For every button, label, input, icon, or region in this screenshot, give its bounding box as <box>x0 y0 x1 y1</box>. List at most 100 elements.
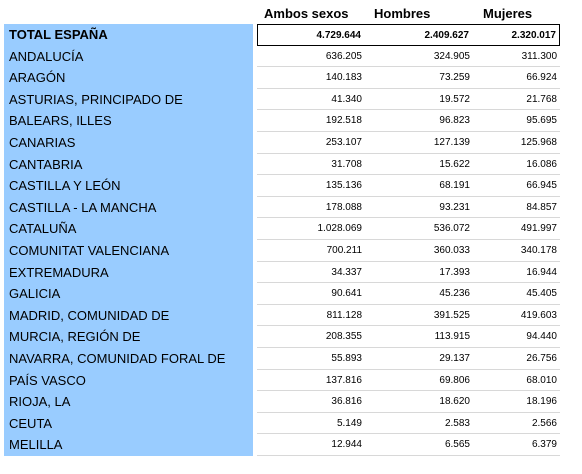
table-row: MELILLA 12.944 6.565 6.379 <box>4 434 560 456</box>
table-row: RIOJA, LA 36.816 18.620 18.196 <box>4 391 560 413</box>
value-ambos: 41.340 <box>331 93 362 105</box>
table-row: CASTILLA - LA MANCHA 178.088 93.231 84.857 <box>4 196 560 219</box>
value-hombres: 45.236 <box>439 288 470 300</box>
value-ambos: 1.028.069 <box>317 223 363 235</box>
region-name: ANDALUCÍA <box>4 45 253 68</box>
table-row: NAVARRA, COMUNIDAD FORAL DE 55.893 29.137 2… <box>4 347 560 370</box>
value-mujeres: 16.944 <box>526 266 557 278</box>
region-name: CATALUÑA <box>4 218 253 240</box>
header-mujeres: Mujeres <box>483 6 533 21</box>
region-name: BALEARS, ILLES <box>4 110 253 132</box>
region-name: CANARIAS <box>4 131 253 154</box>
value-cells: 41.340 19.572 21.768 <box>257 89 560 111</box>
value-ambos: 34.337 <box>331 266 362 278</box>
value-mujeres: 21.768 <box>526 93 557 105</box>
value-ambos: 140.183 <box>325 72 362 84</box>
region-name: MADRID, COMUNIDAD DE <box>4 304 253 327</box>
table-row: CANTABRIA 31.708 15.622 16.086 <box>4 153 560 176</box>
value-hombres: 127.139 <box>433 136 470 148</box>
region-name: CANTABRIA <box>4 153 253 176</box>
value-cells: 178.088 93.231 84.857 <box>257 197 560 219</box>
value-mujeres: 45.405 <box>526 288 557 300</box>
value-cells: 5.149 2.583 2.566 <box>257 413 560 435</box>
region-name: MELILLA <box>4 434 253 456</box>
value-ambos: 811.128 <box>326 309 362 321</box>
region-name: CEUTA <box>4 412 253 435</box>
value-hombres: 68.191 <box>439 180 470 192</box>
value-hombres: 93.231 <box>439 201 470 213</box>
value-ambos: 5.149 <box>336 417 362 429</box>
value-mujeres: 68.010 <box>526 374 557 386</box>
value-hombres: 18.620 <box>439 396 470 408</box>
table-row: EXTREMADURA 34.337 17.393 16.944 <box>4 261 560 284</box>
region-name: COMUNITAT VALENCIANA <box>4 239 253 262</box>
table-row: CASTILLA Y LEÓN 135.136 68.191 66.945 <box>4 175 560 197</box>
value-ambos: 700.211 <box>326 244 362 256</box>
value-cells: 12.944 6.565 6.379 <box>257 434 560 456</box>
value-mujeres: 66.924 <box>526 72 557 84</box>
header-hombres: Hombres <box>374 6 431 21</box>
value-mujeres: 6.379 <box>531 439 557 451</box>
value-cells: 137.816 69.806 68.010 <box>257 370 560 392</box>
region-name: EXTREMADURA <box>4 261 253 284</box>
value-hombres: 360.033 <box>433 244 470 256</box>
value-ambos: 36.816 <box>331 396 362 408</box>
value-ambos: 12.944 <box>331 439 362 451</box>
value-cells: 636.205 324.905 311.300 <box>257 46 560 68</box>
region-name: ASTURIAS, PRINCIPADO DE <box>4 88 253 111</box>
region-name: NAVARRA, COMUNIDAD FORAL DE <box>4 347 253 370</box>
value-mujeres: 311.300 <box>521 50 557 62</box>
table-row: ASTURIAS, PRINCIPADO DE 41.340 19.572 21.76… <box>4 88 560 111</box>
value-hombres: 2.583 <box>444 417 470 429</box>
value-cells: 1.028.069 536.072 491.997 <box>257 218 560 240</box>
value-ambos: 137.816 <box>325 374 362 386</box>
value-mujeres: 18.196 <box>526 396 557 408</box>
value-mujeres: 419.603 <box>520 309 557 321</box>
value-ambos: 135.136 <box>325 180 362 192</box>
header-ambos-sexos: Ambos sexos <box>264 6 349 21</box>
value-cells: 90.641 45.236 45.405 <box>257 283 560 305</box>
table-row: MADRID, COMUNIDAD DE 811.128 391.525 419.60… <box>4 304 560 327</box>
table-row: ANDALUCÍA 636.205 324.905 311.300 <box>4 45 560 68</box>
table-row: GALICIA 90.641 45.236 45.405 <box>4 283 560 305</box>
value-cells: 31.708 15.622 16.086 <box>257 154 560 176</box>
table-row: CANARIAS 253.107 127.139 125.968 <box>4 131 560 154</box>
value-hombres: 96.823 <box>439 115 470 127</box>
value-mujeres: 340.178 <box>520 244 557 256</box>
table-row: ARAGÓN 140.183 73.259 66.924 <box>4 67 560 89</box>
value-ambos: 55.893 <box>331 352 362 364</box>
value-hombres: 19.572 <box>439 93 470 105</box>
value-mujeres: 84.857 <box>526 201 557 213</box>
value-mujeres: 66.945 <box>526 180 557 192</box>
value-ambos: 636.205 <box>325 50 362 62</box>
value-mujeres: 95.695 <box>526 115 557 127</box>
region-name: GALICIA <box>4 283 253 305</box>
value-hombres: 15.622 <box>439 158 470 170</box>
value-cells: 700.211 360.033 340.178 <box>257 240 560 262</box>
table-row: CEUTA 5.149 2.583 2.566 <box>4 412 560 435</box>
value-mujeres: 125.968 <box>520 136 557 148</box>
table-row: CATALUÑA 1.028.069 536.072 491.997 <box>4 218 560 240</box>
value-hombres: 536.072 <box>433 223 470 235</box>
value-mujeres: 2.566 <box>531 417 557 429</box>
value-cells: 140.183 73.259 66.924 <box>257 67 560 89</box>
value-ambos: 192.518 <box>325 115 362 127</box>
value-cells: 4.729.644 2.409.627 2.320.017 <box>257 24 560 46</box>
value-hombres: 17.393 <box>439 266 470 278</box>
value-mujeres: 2.320.017 <box>511 30 557 41</box>
value-mujeres: 94.440 <box>526 331 557 343</box>
value-hombres: 69.806 <box>439 374 470 386</box>
value-ambos: 178.088 <box>325 201 362 213</box>
value-hombres: 391.525 <box>433 309 470 321</box>
region-name: PAÍS VASCO <box>4 369 253 392</box>
value-ambos: 90.641 <box>331 288 362 300</box>
value-hombres: 2.409.627 <box>424 30 470 41</box>
value-mujeres: 491.997 <box>520 223 557 235</box>
value-ambos: 253.107 <box>325 136 362 148</box>
value-mujeres: 26.756 <box>526 352 557 364</box>
value-cells: 55.893 29.137 26.756 <box>257 348 560 370</box>
value-cells: 34.337 17.393 16.944 <box>257 262 560 284</box>
value-hombres: 6.565 <box>444 439 470 451</box>
region-name: CASTILLA Y LEÓN <box>4 175 253 197</box>
region-name: MURCIA, REGIÓN DE <box>4 326 253 348</box>
